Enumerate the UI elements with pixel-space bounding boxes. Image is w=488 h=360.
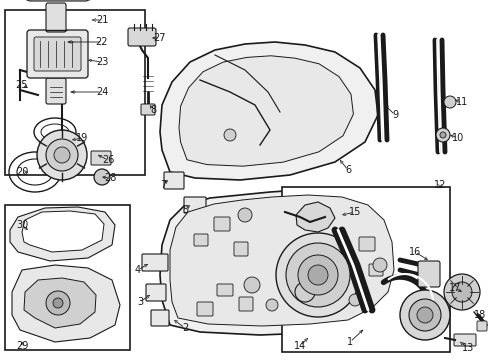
Text: 9: 9 <box>391 110 397 120</box>
Text: 13: 13 <box>461 343 473 353</box>
Circle shape <box>224 129 236 141</box>
Circle shape <box>451 282 471 302</box>
FancyBboxPatch shape <box>151 310 169 326</box>
Circle shape <box>285 243 349 307</box>
FancyBboxPatch shape <box>417 261 439 287</box>
Polygon shape <box>12 265 120 342</box>
Text: 2: 2 <box>182 323 188 333</box>
FancyBboxPatch shape <box>128 28 156 46</box>
Circle shape <box>443 274 479 310</box>
Text: 1: 1 <box>346 337 352 347</box>
FancyBboxPatch shape <box>358 237 374 251</box>
FancyBboxPatch shape <box>183 197 205 213</box>
Polygon shape <box>170 195 393 326</box>
FancyBboxPatch shape <box>91 151 111 165</box>
Bar <box>5 10 145 175</box>
Circle shape <box>348 294 360 306</box>
FancyBboxPatch shape <box>142 254 168 271</box>
Polygon shape <box>179 56 353 166</box>
Text: 15: 15 <box>348 207 361 217</box>
Circle shape <box>53 298 63 308</box>
Circle shape <box>399 290 449 340</box>
Polygon shape <box>24 278 96 328</box>
Text: 22: 22 <box>96 37 108 47</box>
Polygon shape <box>160 42 377 180</box>
Circle shape <box>94 169 110 185</box>
Text: 30: 30 <box>16 220 28 230</box>
Text: 27: 27 <box>153 33 166 43</box>
Circle shape <box>265 299 278 311</box>
FancyBboxPatch shape <box>217 284 232 296</box>
FancyBboxPatch shape <box>234 242 247 256</box>
FancyBboxPatch shape <box>34 37 81 71</box>
Text: 18: 18 <box>473 310 485 320</box>
Text: 28: 28 <box>103 173 116 183</box>
Text: 17: 17 <box>448 283 460 293</box>
Circle shape <box>435 128 449 142</box>
Text: 11: 11 <box>455 97 467 107</box>
Polygon shape <box>295 202 334 232</box>
FancyBboxPatch shape <box>368 264 382 276</box>
Circle shape <box>443 96 455 108</box>
Bar <box>5 205 130 350</box>
Text: 24: 24 <box>96 87 108 97</box>
Circle shape <box>408 299 440 331</box>
FancyBboxPatch shape <box>46 78 66 104</box>
Polygon shape <box>160 188 407 335</box>
Circle shape <box>294 282 314 302</box>
Text: 26: 26 <box>102 155 114 165</box>
Circle shape <box>54 147 70 163</box>
Polygon shape <box>22 211 104 252</box>
FancyBboxPatch shape <box>28 0 88 1</box>
Text: 6: 6 <box>344 165 350 175</box>
FancyBboxPatch shape <box>46 3 66 32</box>
Text: 12: 12 <box>433 180 445 190</box>
FancyBboxPatch shape <box>146 284 165 301</box>
Circle shape <box>37 130 87 180</box>
Text: 8: 8 <box>150 105 156 115</box>
Circle shape <box>46 291 70 315</box>
FancyBboxPatch shape <box>239 297 252 311</box>
Circle shape <box>416 307 432 323</box>
Circle shape <box>297 255 337 295</box>
FancyBboxPatch shape <box>141 104 155 115</box>
Text: 5: 5 <box>182 205 188 215</box>
Text: 7: 7 <box>160 180 166 190</box>
Circle shape <box>299 262 315 278</box>
Text: 29: 29 <box>16 341 28 351</box>
Polygon shape <box>10 207 115 261</box>
Circle shape <box>244 277 260 293</box>
FancyBboxPatch shape <box>453 334 475 346</box>
FancyBboxPatch shape <box>163 172 183 189</box>
Circle shape <box>46 139 78 171</box>
Text: 21: 21 <box>96 15 108 25</box>
Circle shape <box>439 132 445 138</box>
Circle shape <box>307 265 327 285</box>
Circle shape <box>275 233 359 317</box>
Text: 25: 25 <box>16 80 28 90</box>
Text: 16: 16 <box>408 247 420 257</box>
Circle shape <box>372 258 386 272</box>
Text: 14: 14 <box>293 341 305 351</box>
FancyBboxPatch shape <box>476 321 486 331</box>
Text: 20: 20 <box>16 167 28 177</box>
FancyBboxPatch shape <box>194 234 207 246</box>
Circle shape <box>238 208 251 222</box>
Text: 10: 10 <box>451 133 463 143</box>
FancyBboxPatch shape <box>197 302 213 316</box>
FancyBboxPatch shape <box>214 217 229 231</box>
Text: 19: 19 <box>76 133 88 143</box>
Text: 4: 4 <box>135 265 141 275</box>
Bar <box>282 187 449 352</box>
FancyBboxPatch shape <box>27 30 88 78</box>
Text: 3: 3 <box>137 297 143 307</box>
Text: 23: 23 <box>96 57 108 67</box>
